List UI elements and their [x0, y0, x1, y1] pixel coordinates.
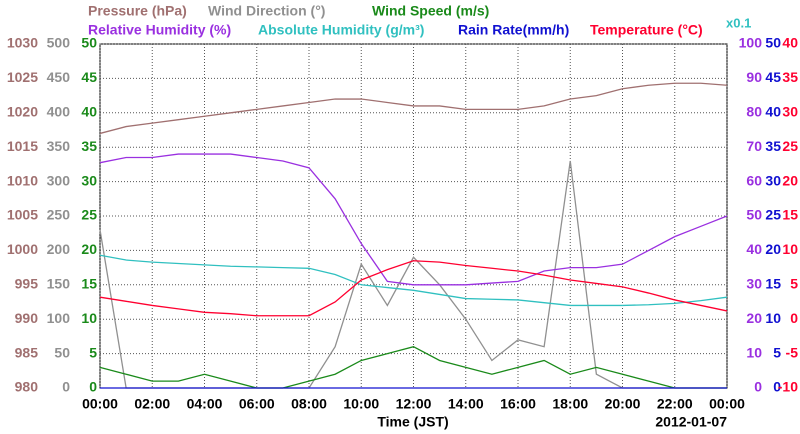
y-tick-label: 450: [47, 69, 71, 85]
x-tick-label: 06:00: [239, 396, 275, 412]
y-tick-label: 40: [746, 241, 762, 257]
y-tick-label: 400: [47, 104, 71, 120]
x-tick-label: 08:00: [291, 396, 327, 412]
y-tick-label: 30: [782, 104, 798, 120]
x-tick-label: 18:00: [552, 396, 588, 412]
x-tick-label: 20:00: [605, 396, 641, 412]
y-tick-label: 50: [765, 35, 781, 51]
y-tick-label: 45: [81, 69, 97, 85]
y-tick-label: 5: [89, 344, 97, 360]
y-tick-label: 300: [47, 172, 71, 188]
y-tick-label: 70: [746, 138, 762, 154]
y-tick-label: 30: [81, 172, 97, 188]
y-tick-label: 10: [746, 344, 762, 360]
y-tick-label: 50: [81, 35, 97, 51]
y-tick-label: 15: [765, 276, 781, 292]
x-axis-title: Time (JST): [377, 414, 448, 430]
y-tick-label: 1005: [7, 207, 38, 223]
y-tick-label: -5: [786, 344, 799, 360]
y-tick-label: 0: [790, 310, 798, 326]
legend-entry: Absolute Humidity (g/m³): [258, 22, 424, 38]
x-tick-label: 10:00: [343, 396, 379, 412]
date-label: 2012-01-07: [655, 414, 727, 430]
legend-entry: Rain Rate(mm/h): [458, 22, 569, 38]
series-line: [99, 153, 728, 286]
y-tick-label: 35: [765, 138, 781, 154]
y-tick-label: 100: [47, 310, 71, 326]
y-tick-label: 30: [765, 172, 781, 188]
x-tick-label: 02:00: [134, 396, 170, 412]
legend-entry: Pressure (hPa): [88, 3, 187, 19]
y-tick-label: 20: [746, 310, 762, 326]
scale-note: x0.1: [726, 15, 751, 30]
y-tick-label: 40: [765, 104, 781, 120]
y-tick-label: 990: [15, 310, 39, 326]
y-tick-label: 10: [81, 310, 97, 326]
y-tick-label: 20: [782, 172, 798, 188]
y-tick-label: 20: [765, 241, 781, 257]
y-tick-label: 50: [54, 344, 70, 360]
y-tick-label: 995: [15, 276, 39, 292]
series-line: [99, 82, 728, 135]
y-tick-label: 1025: [7, 69, 38, 85]
y-tick-label: 350: [47, 138, 71, 154]
series-line: [99, 260, 728, 317]
y-tick-label: 0: [62, 379, 70, 395]
lines: [99, 82, 728, 389]
y-tick-label: 1015: [7, 138, 38, 154]
y-tick-label: 1010: [7, 172, 38, 188]
y-tick-label: 25: [765, 207, 781, 223]
y-tick-label: 40: [81, 104, 97, 120]
y-tick-label: 25: [81, 207, 97, 223]
x-tick-label: 12:00: [396, 396, 432, 412]
legend-entry: Wind Direction (°): [208, 3, 325, 19]
y-tick-label: 5: [773, 344, 781, 360]
legend-entry: Relative Humidity (%): [88, 22, 231, 38]
y-tick-label: 100: [739, 35, 763, 51]
y-tick-label: 90: [746, 69, 762, 85]
y-tick-label: 1030: [7, 35, 38, 51]
y-tick-label: 15: [81, 276, 97, 292]
y-tick-label: 0: [89, 379, 97, 395]
x-tick-label: 04:00: [187, 396, 223, 412]
y-tick-label: 150: [47, 276, 71, 292]
y-tick-label: 200: [47, 241, 71, 257]
grid: [99, 43, 728, 389]
series-line: [99, 254, 728, 307]
y-tick-label: 15: [782, 207, 798, 223]
y-tick-label: 980: [15, 379, 39, 395]
legend-entry: Wind Speed (m/s): [372, 3, 489, 19]
y-tick-label: 500: [47, 35, 71, 51]
y-tick-label: 250: [47, 207, 71, 223]
y-tick-label: 35: [782, 69, 798, 85]
y-tick-label: 10: [782, 241, 798, 257]
y-tick-label: 10: [765, 310, 781, 326]
y-tick-label: -10: [778, 379, 798, 395]
y-tick-label: 50: [746, 207, 762, 223]
x-tick-label: 14:00: [448, 396, 484, 412]
y-tick-label: 40: [782, 35, 798, 51]
y-tick-label: 985: [15, 344, 39, 360]
y-tick-label: 20: [81, 241, 97, 257]
y-tick-label: 80: [746, 104, 762, 120]
y-tick-label: 0: [773, 379, 781, 395]
x-tick-label: 00:00: [82, 396, 118, 412]
y-tick-label: 5: [790, 276, 798, 292]
y-tick-label: 1000: [7, 241, 38, 257]
y-tick-label: 35: [81, 138, 97, 154]
x-tick-label: 22:00: [657, 396, 693, 412]
x-tick-label: 16:00: [500, 396, 536, 412]
y-tick-label: 30: [746, 276, 762, 292]
y-tick-label: 0: [754, 379, 762, 395]
series-line: [99, 346, 727, 389]
x-tick-label: 00:00: [709, 396, 745, 412]
y-tick-label: 1020: [7, 104, 38, 120]
y-tick-label: 45: [765, 69, 781, 85]
y-tick-label: 25: [782, 138, 798, 154]
y-tick-label: 60: [746, 172, 762, 188]
legend-entry: Temperature (°C): [590, 22, 703, 38]
